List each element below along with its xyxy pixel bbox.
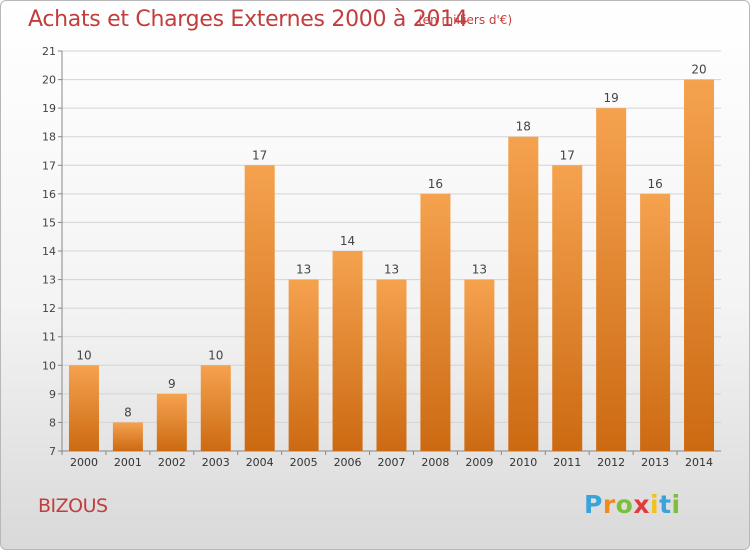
x-tick-label-2004: 2004 [246,456,274,469]
y-tick-label: 11 [42,331,56,344]
x-tick-label-2011: 2011 [553,456,581,469]
bar-2008 [420,193,451,451]
y-tick-label: 8 [49,416,56,429]
commune-name: BIZOUS [38,495,108,517]
value-label-2011: 17 [560,148,575,162]
bars [68,79,715,452]
value-labels: 10 8 9 10 17 13 14 13 16 13 18 17 19 16 20 [76,63,706,420]
x-tick-label-2013: 2013 [641,456,669,469]
bar-2011 [552,165,583,452]
x-tick-label-2009: 2009 [465,456,493,469]
y-tick-label: 12 [42,302,56,315]
y-tick-label: 17 [42,159,56,172]
value-label-2004: 17 [252,148,267,162]
y-tick-label: 13 [42,274,56,287]
value-label-2009: 13 [472,263,487,277]
x-tick-label-2014: 2014 [685,456,713,469]
bar-2013 [640,193,671,451]
x-tick-label-2002: 2002 [158,456,186,469]
value-label-2003: 10 [208,348,223,362]
bar-2000 [68,365,99,451]
logo-letter: r [602,490,616,519]
logo-letter: P [584,490,603,519]
bar-2004 [244,165,275,452]
x-tick-labels: 2000 2001 2002 2003 2004 2005 2006 2007 2008 2009… [61,451,713,469]
x-tick-label-2005: 2005 [290,456,318,469]
logo-letter: t [659,490,672,519]
value-label-2002: 9 [168,377,176,391]
logo-letter: o [615,490,634,519]
x-tick-label-2003: 2003 [202,456,230,469]
bar-2001 [112,422,143,451]
x-tick-label-2001: 2001 [114,456,142,469]
value-label-2013: 16 [647,177,662,191]
y-tick-label: 10 [42,359,56,372]
bar-2012 [596,108,627,452]
x-tick-label-2012: 2012 [597,456,625,469]
x-tick-label-2008: 2008 [421,456,449,469]
bar-2003 [200,365,231,451]
logo-letter: i [671,490,681,519]
x-tick-label-2007: 2007 [378,456,406,469]
bar-2009 [464,279,495,451]
logo-letter: x [633,490,650,519]
bar-2002 [156,393,187,451]
chart-title: Achats et Charges Externes 2000 à 2014 [28,7,468,32]
y-tick-label: 20 [42,74,56,87]
y-tick-labels: 7 8 9 10 11 12 13 14 15 16 17 18 19 20 21 [42,45,56,458]
value-label-2007: 13 [384,263,399,277]
x-tick-label-2006: 2006 [334,456,362,469]
chart-subtitle: (en milliers d'€) [418,13,513,27]
value-label-2008: 16 [428,177,443,191]
bar-2006 [332,251,363,451]
y-tick-label: 16 [42,188,56,201]
value-label-2006: 14 [340,234,355,248]
y-tick-label: 18 [42,131,56,144]
value-label-2010: 18 [516,120,531,134]
bar-2007 [376,279,407,451]
value-label-2012: 19 [604,91,619,105]
value-label-2001: 8 [124,405,132,419]
y-tick-label: 15 [42,216,56,229]
y-tick-label: 14 [42,245,56,258]
value-label-2014: 20 [691,63,706,77]
bar-2010 [508,136,539,451]
bar-2014 [684,79,715,452]
x-tick-label-2000: 2000 [70,456,98,469]
value-label-2005: 13 [296,263,311,277]
x-tick-label-2010: 2010 [509,456,537,469]
bar-2005 [288,279,319,451]
y-tick-label: 19 [42,102,56,115]
logo-letter: i [650,490,660,519]
y-tick-label: 21 [42,45,56,58]
y-tick-label: 7 [49,445,56,458]
proxiti-logo: Proxiti [584,490,681,519]
value-label-2000: 10 [76,348,91,362]
y-tick-label: 9 [49,388,56,401]
